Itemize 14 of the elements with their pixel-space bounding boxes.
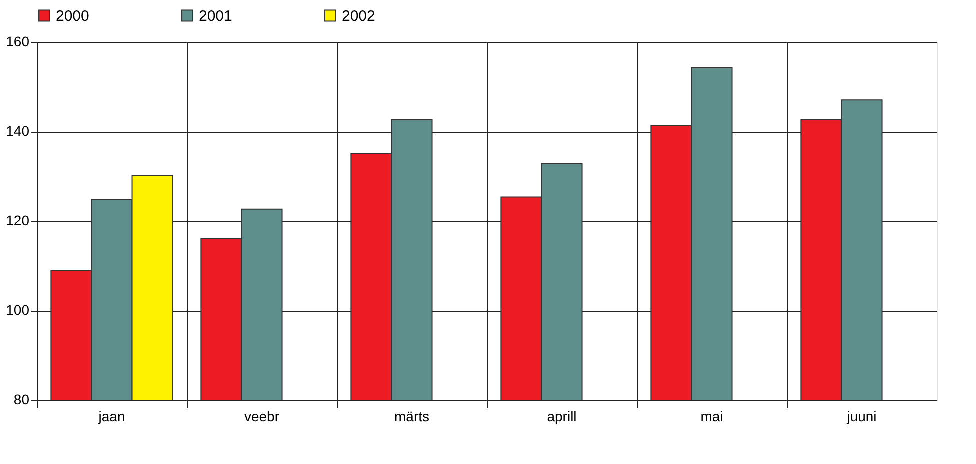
x-tick-label: jaan xyxy=(98,408,126,424)
y-tick-label: 160 xyxy=(6,34,30,50)
x-tick-label: mai xyxy=(700,408,724,424)
legend-label: 2002 xyxy=(342,8,376,25)
x-tick-label: aprill xyxy=(547,408,577,424)
legend-label: 2000 xyxy=(56,8,90,25)
x-tick-label: juuni xyxy=(846,408,877,424)
legend-label: 2001 xyxy=(199,8,232,25)
y-tick-label: 100 xyxy=(6,302,30,318)
y-tick-label: 140 xyxy=(6,123,30,139)
x-tick-label: märts xyxy=(394,408,430,424)
y-tick-label: 120 xyxy=(6,212,30,228)
x-tick-label: veebr xyxy=(244,408,280,424)
y-tick-label: 80 xyxy=(14,392,30,408)
